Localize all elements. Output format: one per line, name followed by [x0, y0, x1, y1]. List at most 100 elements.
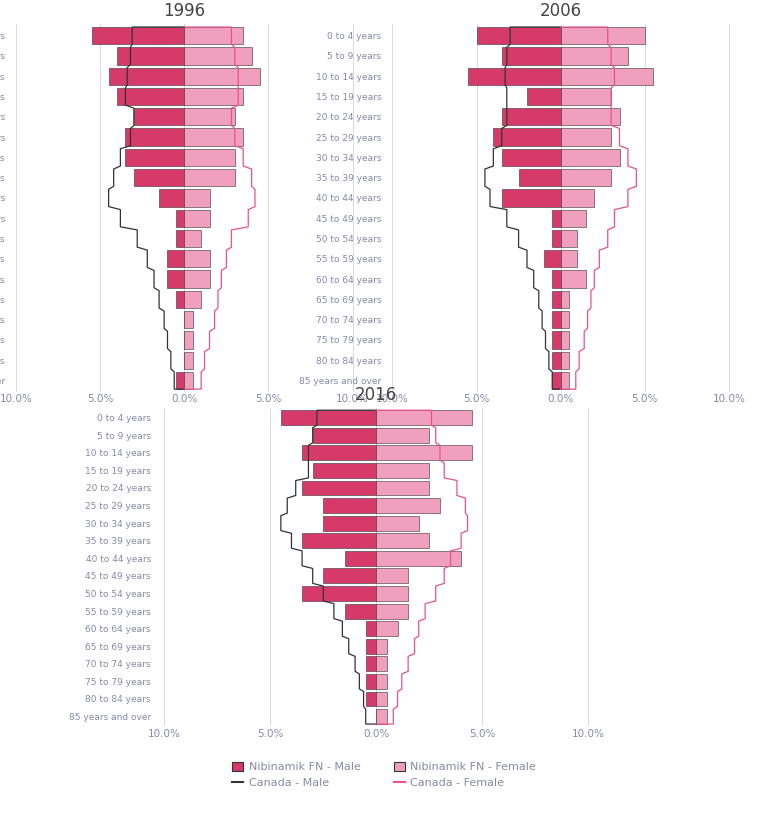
Bar [117, 88, 184, 105]
Bar [376, 639, 387, 654]
Bar [313, 428, 376, 443]
Bar [302, 586, 376, 601]
Bar [376, 621, 398, 636]
Bar [561, 27, 645, 44]
Bar [561, 372, 569, 389]
Title: 1996: 1996 [164, 2, 205, 20]
Bar [176, 290, 184, 308]
Bar [502, 149, 561, 166]
Bar [184, 109, 235, 126]
Bar [376, 446, 472, 460]
Bar [376, 604, 408, 619]
Bar [561, 128, 611, 146]
Bar [552, 331, 561, 348]
Bar [184, 210, 210, 227]
Bar [376, 463, 429, 478]
Bar [281, 410, 376, 425]
Bar [561, 169, 611, 186]
Bar [376, 656, 387, 672]
Bar [376, 691, 387, 707]
Bar [376, 586, 408, 601]
Bar [167, 251, 184, 268]
Bar [561, 149, 620, 166]
Bar [502, 189, 561, 206]
Bar [125, 128, 184, 146]
Bar [366, 691, 376, 707]
Bar [323, 569, 376, 583]
Bar [468, 68, 561, 85]
Bar [493, 128, 561, 146]
Bar [376, 428, 429, 443]
Bar [302, 481, 376, 495]
Title: 2016: 2016 [355, 386, 398, 404]
Bar [302, 534, 376, 548]
Bar [561, 251, 578, 268]
Bar [366, 621, 376, 636]
Bar [552, 352, 561, 369]
Bar [561, 189, 594, 206]
Bar [184, 270, 210, 288]
Bar [561, 109, 620, 126]
Bar [345, 551, 376, 565]
Bar [184, 27, 243, 44]
Bar [552, 230, 561, 247]
Bar [561, 331, 569, 348]
Bar [561, 68, 653, 85]
Bar [184, 128, 243, 146]
Bar [184, 290, 201, 308]
Bar [176, 372, 184, 389]
Bar [502, 109, 561, 126]
Bar [92, 27, 184, 44]
Bar [561, 352, 569, 369]
Bar [134, 169, 184, 186]
Bar [302, 446, 376, 460]
Bar [376, 534, 429, 548]
Bar [376, 551, 461, 565]
Bar [366, 674, 376, 689]
Bar [561, 210, 586, 227]
Bar [159, 189, 184, 206]
Bar [552, 311, 561, 328]
Bar [561, 47, 628, 64]
Bar [184, 230, 201, 247]
Bar [376, 481, 429, 495]
Bar [167, 270, 184, 288]
Bar [184, 331, 193, 348]
Bar [561, 311, 569, 328]
Bar [184, 189, 210, 206]
Bar [552, 270, 561, 288]
Bar [376, 498, 440, 513]
Bar [108, 68, 184, 85]
Bar [476, 27, 561, 44]
Bar [176, 210, 184, 227]
Legend: Nibinamik FN - Male, Canada - Male, Nibinamik FN - Female, Canada - Female: Nibinamik FN - Male, Canada - Male, Nibi… [232, 762, 536, 788]
Bar [561, 270, 586, 288]
Bar [552, 210, 561, 227]
Bar [313, 463, 376, 478]
Bar [561, 230, 578, 247]
Bar [117, 47, 184, 64]
Bar [323, 498, 376, 513]
Bar [184, 149, 235, 166]
Bar [134, 109, 184, 126]
Bar [552, 290, 561, 308]
Bar [184, 311, 193, 328]
Bar [184, 88, 243, 105]
Title: 2006: 2006 [540, 2, 581, 20]
Bar [518, 169, 561, 186]
Bar [184, 169, 235, 186]
Bar [184, 251, 210, 268]
Bar [561, 290, 569, 308]
Bar [527, 88, 561, 105]
Bar [125, 149, 184, 166]
Bar [376, 709, 387, 724]
Bar [184, 372, 193, 389]
Bar [561, 88, 611, 105]
Bar [366, 656, 376, 672]
Bar [544, 251, 561, 268]
Bar [184, 68, 260, 85]
Bar [376, 569, 408, 583]
Bar [323, 516, 376, 530]
Bar [376, 410, 472, 425]
Bar [376, 516, 419, 530]
